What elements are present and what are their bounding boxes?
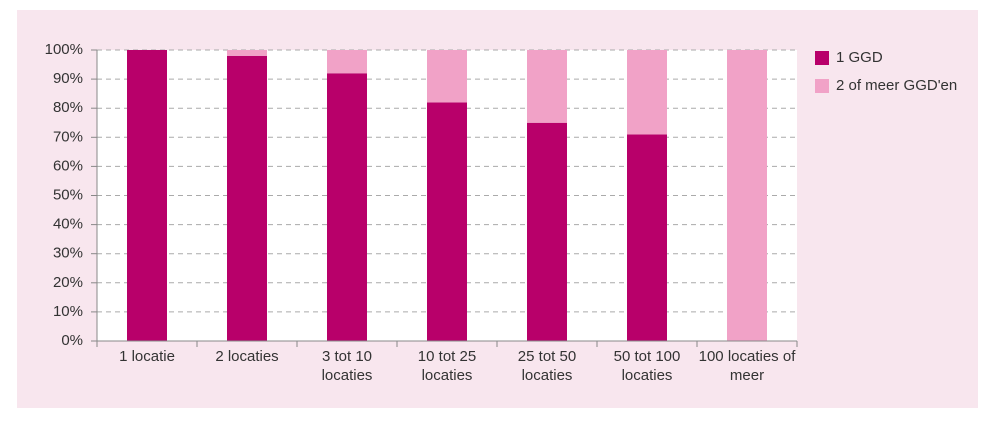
legend-swatch — [815, 79, 829, 93]
y-tick-label: 0% — [61, 332, 83, 349]
y-tick-label: 100% — [45, 41, 83, 58]
bar-segment — [427, 50, 467, 103]
legend-swatch — [815, 51, 829, 65]
x-tick-label: 3 tot 10 locaties — [321, 348, 373, 384]
bar-segment — [427, 102, 467, 341]
x-tick-label: 2 locaties — [215, 348, 279, 365]
y-tick-label: 90% — [53, 70, 83, 87]
bar-segment — [627, 134, 667, 341]
y-tick-label: 70% — [53, 128, 83, 145]
x-tick-label: 1 locatie — [119, 348, 175, 365]
bar-segment — [527, 122, 567, 341]
bar-segment — [327, 73, 367, 341]
legend-label: 1 GGD — [836, 49, 883, 66]
bar-segment — [227, 55, 267, 341]
x-tick-label: 50 tot 100 locaties — [613, 348, 681, 384]
y-tick-label: 50% — [53, 186, 83, 203]
y-tick-label: 20% — [53, 274, 83, 291]
y-tick-label: 30% — [53, 245, 83, 262]
y-tick-label: 80% — [53, 99, 83, 116]
bar-segment — [727, 50, 767, 341]
x-tick-label: 25 tot 50 locaties — [517, 348, 577, 384]
legend-label: 2 of meer GGD'en — [836, 77, 957, 94]
x-tick-label: 100 locaties of meer — [698, 348, 796, 384]
bar-segment — [127, 50, 167, 341]
bar-segment — [227, 50, 267, 56]
bar-segment — [327, 50, 367, 74]
y-tick-label: 40% — [53, 216, 83, 233]
bar-segment — [627, 50, 667, 135]
y-tick-label: 60% — [53, 157, 83, 174]
y-tick-label: 10% — [53, 303, 83, 320]
bar-segment — [527, 50, 567, 123]
x-tick-label: 10 tot 25 locaties — [417, 348, 477, 384]
